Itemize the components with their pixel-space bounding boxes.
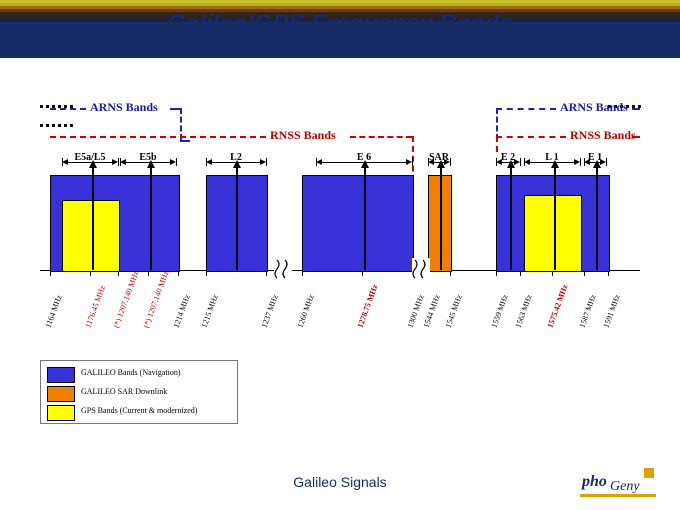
legend-swatch xyxy=(47,367,75,383)
freq-tick-label: 1591 MHz xyxy=(602,294,622,329)
legend-label: GALILEO SAR Downlink xyxy=(81,387,167,396)
freq-tick-label: 1214 MHz xyxy=(172,294,192,329)
rnss-band-label: RNSS Bands xyxy=(270,128,336,143)
axis-break-icon xyxy=(274,258,292,280)
footer-caption: Galileo Signals xyxy=(0,474,680,490)
center-freq-arrow xyxy=(437,160,445,270)
page-title: Galileo/GPS Frequency Bands xyxy=(0,10,680,38)
legend: GALILEO Bands (Navigation) GALILEO SAR Do… xyxy=(40,360,238,424)
center-freq-arrow xyxy=(361,160,369,270)
svg-text:pho: pho xyxy=(580,473,607,490)
center-freq-arrow xyxy=(147,160,155,270)
arns-band-label: ARNS Bands xyxy=(90,100,158,115)
logo: pho Geny xyxy=(580,468,660,498)
freq-tick-label: 1215 MHz xyxy=(200,294,220,329)
center-freq-arrow xyxy=(233,160,241,270)
svg-text:Geny: Geny xyxy=(610,479,640,494)
freq-tick-label: 1237 MHz xyxy=(260,294,280,329)
legend-swatch xyxy=(47,386,75,402)
center-freq-arrow xyxy=(507,160,515,270)
axis-break-icon xyxy=(412,258,430,280)
freq-tick-label: 1563 MHz xyxy=(514,294,534,329)
freq-tick-label: (*) 1207.140 MHz xyxy=(112,270,141,329)
freq-tick-label: 1575.42 MHz xyxy=(546,283,570,329)
legend-label: GPS Bands (Current & modernized) xyxy=(81,406,197,415)
freq-tick-label: 1260 MHz xyxy=(296,294,316,329)
rnss-band-label: RNSS Bands xyxy=(570,128,636,143)
legend-label: GALILEO Bands (Navigation) xyxy=(81,368,181,377)
arns-band-label: ARNS Bands xyxy=(560,100,628,115)
freq-tick-label: 1164 MHz xyxy=(44,294,64,329)
legend-swatch xyxy=(47,405,75,421)
center-freq-arrow xyxy=(593,160,601,270)
freq-tick-label: 1545 MHz xyxy=(444,294,464,329)
galileo-band-block xyxy=(302,175,414,272)
freq-tick-label: (*) 1207.140 MHz xyxy=(142,270,171,329)
freq-tick-label: 1278.75 MHz xyxy=(356,283,380,329)
frequency-chart: ARNS Bands ARNS Bands RNSS Bands RNSS Bands… xyxy=(30,100,650,420)
freq-tick-label: 1176.45 MHz xyxy=(84,284,108,329)
freq-tick-label: 1587 MHz xyxy=(578,294,598,329)
center-freq-arrow xyxy=(551,160,559,270)
freq-tick-label: 1559 MHz xyxy=(490,294,510,329)
center-freq-arrow xyxy=(89,160,97,270)
